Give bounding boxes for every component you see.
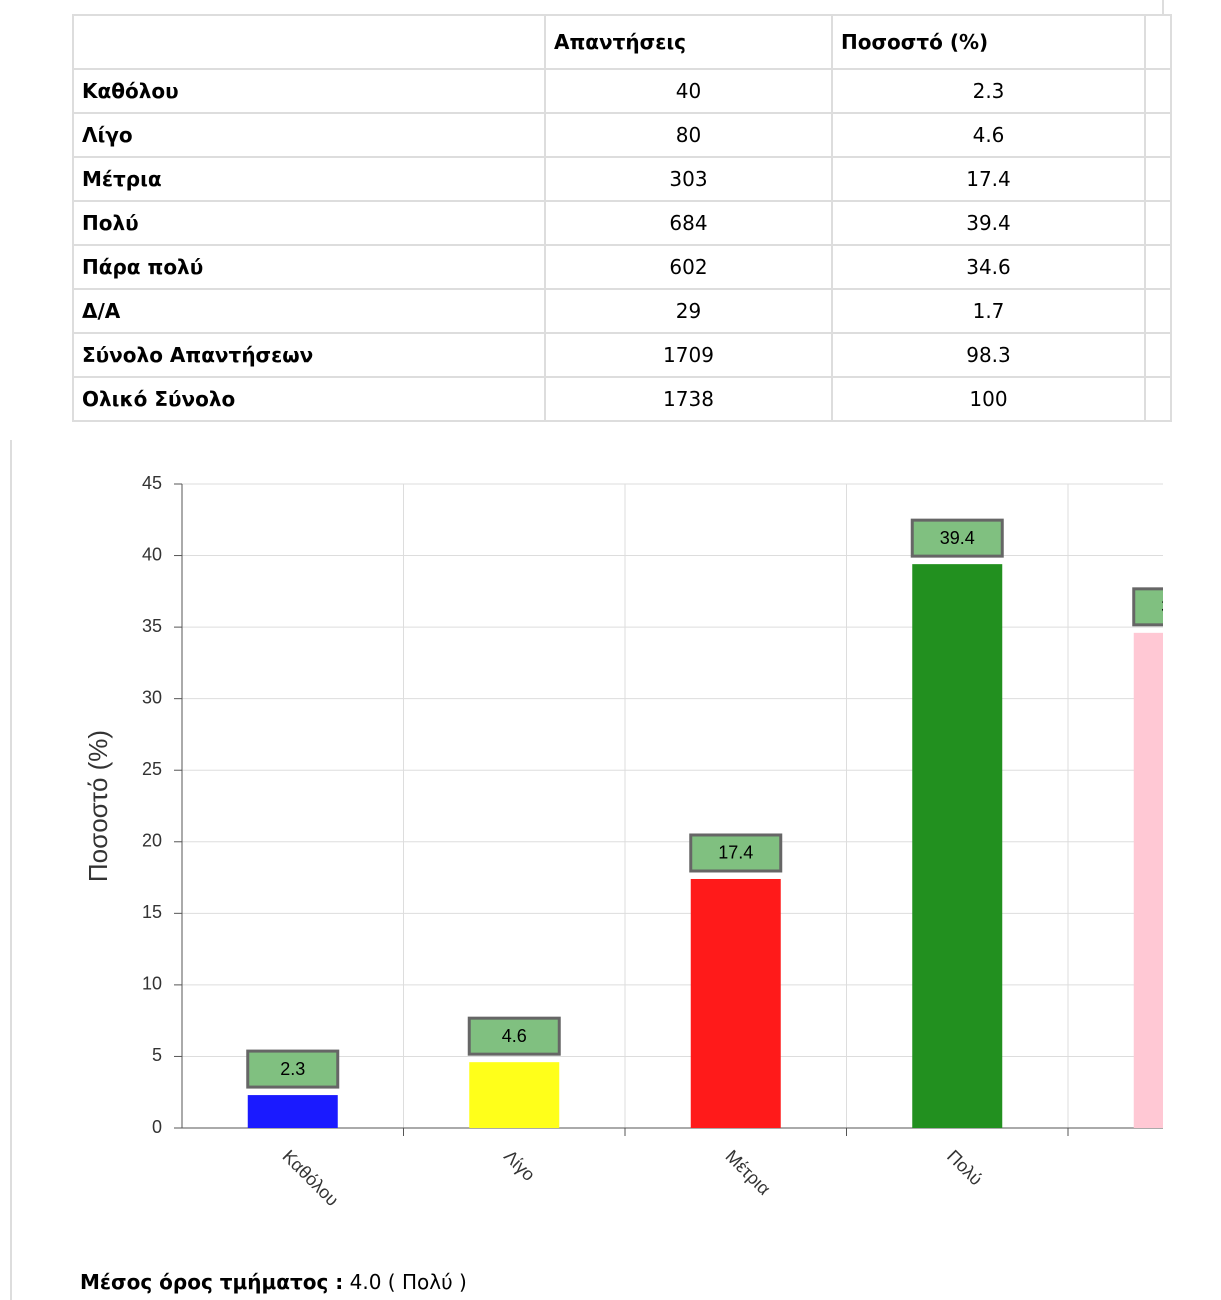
table-cell: 100 <box>831 376 1146 422</box>
table-row: Πάρα πολύ 602 34.6 <box>72 244 1172 290</box>
table-cell: 40 <box>544 68 833 114</box>
value-label: 39.4 <box>940 528 975 548</box>
table-row: Μέτρια 303 17.4 <box>72 156 1172 202</box>
table-cell <box>1144 200 1172 246</box>
table-cell <box>1144 14 1172 70</box>
table-cell: Σύνολο Απαντήσεων <box>72 332 546 378</box>
table-cell: 303 <box>544 156 833 202</box>
table-cell <box>1144 332 1172 378</box>
value-label-box <box>689 833 783 873</box>
chart: 0 5 10 15 20 25 30 35 40 45 Ποσοστό (%) Καθόλου 2.3 Λ… <box>83 473 1163 1210</box>
value-label-box <box>467 1016 561 1056</box>
bar <box>469 1062 560 1128</box>
table-cell: Πάρα πολύ <box>72 244 546 290</box>
value-label: 2.3 <box>280 1059 305 1079</box>
table-cell: Δ/Α <box>72 288 546 334</box>
y-tick-label: 45 <box>142 473 162 493</box>
y-tick-label: 10 <box>142 974 162 994</box>
value-label-box <box>246 1049 340 1089</box>
value-label-box <box>910 518 1004 558</box>
table-cell: 2.3 <box>831 68 1146 114</box>
table-row: Πολύ 684 39.4 <box>72 200 1172 246</box>
value-label: 4.6 <box>502 1026 527 1046</box>
y-tick-label: 40 <box>142 544 162 564</box>
table-cell: 602 <box>544 244 833 290</box>
table-cell: 80 <box>544 112 833 158</box>
x-tick-label: Λίγο <box>500 1146 539 1185</box>
bar <box>247 1095 338 1128</box>
table-cell: 1.7 <box>831 288 1146 334</box>
value-label: 34.6 <box>1161 597 1163 617</box>
bar <box>1133 632 1163 1128</box>
table-cell: 39.4 <box>831 200 1146 246</box>
table-cell: 1738 <box>544 376 833 422</box>
y-tick-label: 0 <box>152 1117 162 1137</box>
table-cell: 29 <box>544 288 833 334</box>
table-cell: Μέτρια <box>72 156 546 202</box>
table-row: Απαντήσεις Ποσοστό (%) <box>72 14 1172 70</box>
table-cell <box>1144 288 1172 334</box>
value-label-box <box>1132 587 1163 627</box>
border <box>10 440 12 1300</box>
table-cell: 17.4 <box>831 156 1146 202</box>
x-tick-label: Καθόλου <box>279 1146 343 1210</box>
table-row: Ολικό Σύνολο 1738 100 <box>72 376 1172 422</box>
table-row: Λίγο 80 4.6 <box>72 112 1172 158</box>
table-cell: 4.6 <box>831 112 1146 158</box>
table-cell: Απαντήσεις <box>544 14 833 70</box>
x-tick-label: Πολύ <box>943 1146 986 1189</box>
footer-label: Μέσος όρος τμήματος : <box>80 1270 344 1294</box>
y-tick-label: 5 <box>152 1045 162 1065</box>
table-cell: 34.6 <box>831 244 1146 290</box>
table-row: Καθόλου 40 2.3 <box>72 68 1172 114</box>
footer-value: 4.0 ( Πολύ ) <box>349 1270 467 1294</box>
table-cell: 684 <box>544 200 833 246</box>
table-row: Δ/Α 29 1.7 <box>72 288 1172 334</box>
y-tick-label: 30 <box>142 687 162 707</box>
results-table: Απαντήσεις Ποσοστό (%) Καθόλου 40 2.3 Λίγο 80 4… <box>72 14 1172 422</box>
value-label: 17.4 <box>718 843 753 863</box>
table-cell <box>1144 376 1172 422</box>
table-cell: 98.3 <box>831 332 1146 378</box>
y-tick-label: 15 <box>142 902 162 922</box>
x-tick-label: Μέτρια <box>722 1146 775 1199</box>
table-cell: Λίγο <box>72 112 546 158</box>
footer: Μέσος όρος τμήματος : 4.0 ( Πολύ ) <box>80 1270 467 1294</box>
table-cell: Καθόλου <box>72 68 546 114</box>
table-cell: 1709 <box>544 332 833 378</box>
y-tick-label: 35 <box>142 616 162 636</box>
table-cell <box>1144 112 1172 158</box>
border <box>1162 0 1164 14</box>
table-cell <box>72 14 546 70</box>
bar <box>912 564 1003 1128</box>
table-cell: Ολικό Σύνολο <box>72 376 546 422</box>
table-cell: Ποσοστό (%) <box>831 14 1146 70</box>
table-cell: Πολύ <box>72 200 546 246</box>
table-cell <box>1144 68 1172 114</box>
table-cell <box>1144 244 1172 290</box>
bar <box>690 878 781 1128</box>
y-tick-label: 25 <box>142 759 162 779</box>
y-tick-label: 20 <box>142 831 162 851</box>
table-cell <box>1144 156 1172 202</box>
y-axis-title: Ποσοστό (%) <box>83 730 113 882</box>
table-row: Σύνολο Απαντήσεων 1709 98.3 <box>72 332 1172 378</box>
